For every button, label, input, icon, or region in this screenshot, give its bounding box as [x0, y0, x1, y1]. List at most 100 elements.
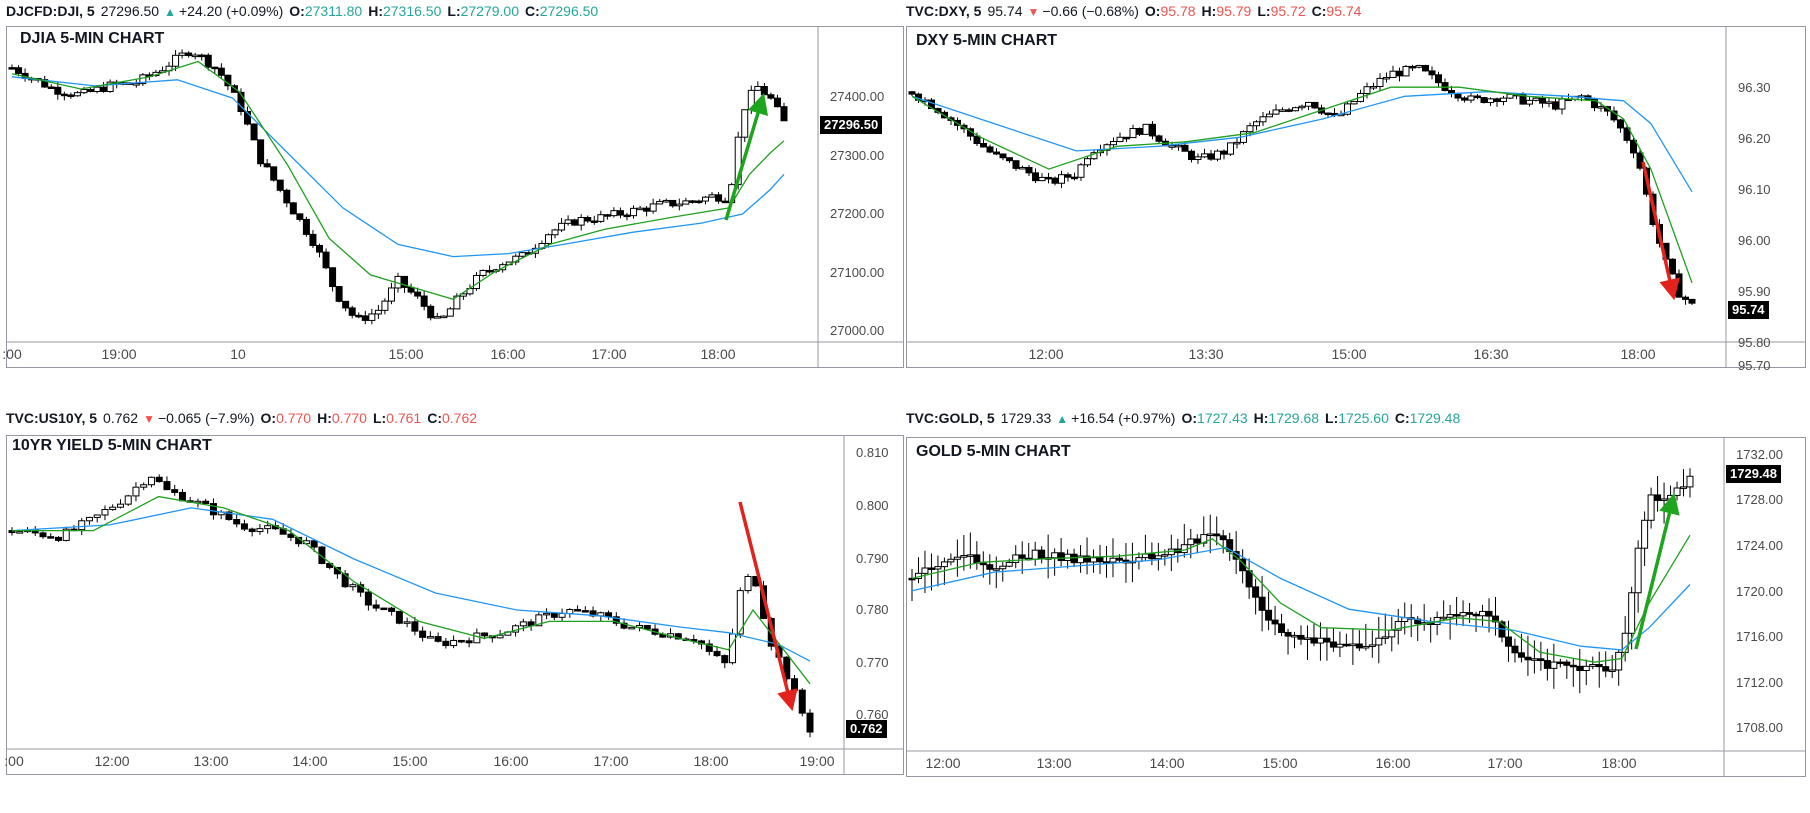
candle-body: [1628, 592, 1636, 634]
candle-body: [662, 199, 670, 203]
candle-body: [1506, 93, 1514, 99]
candle-body: [736, 590, 744, 635]
candle-body: [1051, 177, 1059, 184]
candle-body: [612, 616, 620, 624]
candle-body: [364, 591, 372, 606]
candle-body: [1219, 535, 1227, 541]
price-tick-label: 1724.00: [1736, 538, 1783, 553]
chart-frame[interactable]: [6, 435, 904, 775]
candle-body: [335, 286, 343, 302]
candle-body: [1110, 141, 1117, 146]
candle-body: [1142, 123, 1150, 135]
fast-moving-average-line: [12, 495, 811, 685]
candle-body: [1349, 643, 1357, 647]
candle-body: [1440, 616, 1448, 620]
candle-body: [178, 491, 186, 502]
candle-body: [1563, 661, 1571, 666]
candle-body: [414, 291, 422, 297]
candle-body: [1394, 621, 1402, 631]
change-value: −0.66 (−0.68%): [1042, 3, 1139, 19]
candle-body: [85, 516, 93, 522]
candlestick-chart: [6, 26, 904, 368]
candle-body: [60, 93, 68, 97]
candle-body: [1045, 176, 1052, 180]
candle-body: [283, 189, 291, 204]
candle-body: [8, 67, 16, 70]
candle-body: [147, 476, 155, 486]
chart-title: DJIA 5-MIN CHART: [20, 30, 165, 47]
candle-body: [741, 109, 749, 138]
candle-body: [947, 558, 955, 563]
candle-body: [1025, 166, 1033, 174]
candle-body: [675, 203, 683, 207]
candle-body: [185, 52, 193, 57]
candle-body: [1589, 664, 1597, 667]
candle-body: [457, 639, 465, 643]
candle-body: [1297, 634, 1305, 640]
last-price: 95.74: [987, 3, 1023, 19]
candle-body: [372, 604, 380, 609]
price-tick-label: 96.30: [1738, 80, 1771, 95]
candle-body: [1623, 127, 1631, 141]
candle-body: [744, 576, 752, 592]
candle-body: [1504, 636, 1512, 647]
candle-body: [124, 495, 132, 505]
candle-body: [1246, 125, 1254, 133]
price-tick-label: 96.20: [1738, 131, 1771, 146]
candle-body: [1194, 156, 1202, 161]
ohlc-value-high: 1729.68: [1268, 410, 1320, 426]
price-tick-label: 1712.00: [1736, 675, 1783, 690]
candle-body: [374, 309, 382, 315]
candle-body: [747, 89, 755, 111]
candle-body: [1259, 116, 1267, 123]
candle-body: [1388, 629, 1396, 638]
time-tick-label: 19:00: [799, 753, 835, 769]
candle-body: [1136, 128, 1143, 135]
time-tick-label: 18:00: [700, 346, 736, 362]
candle-body: [287, 533, 295, 538]
chart-frame[interactable]: [906, 437, 1806, 777]
candle-body: [564, 219, 572, 224]
candle-body: [695, 200, 703, 204]
price-tick-label: 0.790: [856, 551, 889, 566]
candle-body: [248, 528, 256, 533]
candle-body: [496, 634, 504, 639]
candle-body: [1115, 557, 1123, 561]
candle-body: [535, 614, 543, 627]
candle-body: [558, 222, 566, 231]
candle-body: [171, 489, 179, 493]
candle-body: [688, 200, 696, 203]
ohlc-value-close: 0.762: [441, 410, 478, 426]
candle-body: [116, 503, 124, 508]
candle-body: [16, 531, 24, 534]
candle-body: [754, 86, 762, 91]
candle-body: [465, 640, 473, 644]
price-tick-label: 95.90: [1738, 284, 1771, 299]
candle-body: [1077, 164, 1085, 178]
candle-body: [41, 79, 49, 88]
candle-body: [649, 203, 657, 212]
candle-body: [543, 612, 551, 616]
candle-body: [993, 151, 1000, 155]
price-tick-label: 0.770: [856, 655, 889, 670]
ohlc-key-close: C:: [427, 410, 442, 426]
candle-body: [237, 91, 245, 112]
candle-body: [1272, 109, 1280, 115]
candle-body: [1526, 99, 1533, 105]
candle-body: [1291, 634, 1299, 638]
slow-moving-average-line: [11, 76, 785, 258]
candle-body: [315, 244, 323, 253]
time-tick-label: :00: [2, 346, 22, 362]
candle-body: [721, 655, 729, 664]
candle-body: [1180, 544, 1188, 554]
candlestick-chart: [906, 437, 1806, 777]
candle-body: [1207, 153, 1215, 160]
chart-frame[interactable]: [6, 26, 904, 368]
ohlc-key-close: C:: [525, 3, 540, 19]
candle-body: [47, 86, 55, 90]
change-value: −0.065 (−7.9%): [157, 410, 255, 426]
panel-dji: DJCFD:DJI, 5 27296.50 ▲ +24.20 (+0.09%) O:27…: [2, 0, 904, 400]
candle-body: [73, 92, 81, 97]
candle-body: [1323, 637, 1331, 643]
candle-body: [1615, 651, 1623, 671]
